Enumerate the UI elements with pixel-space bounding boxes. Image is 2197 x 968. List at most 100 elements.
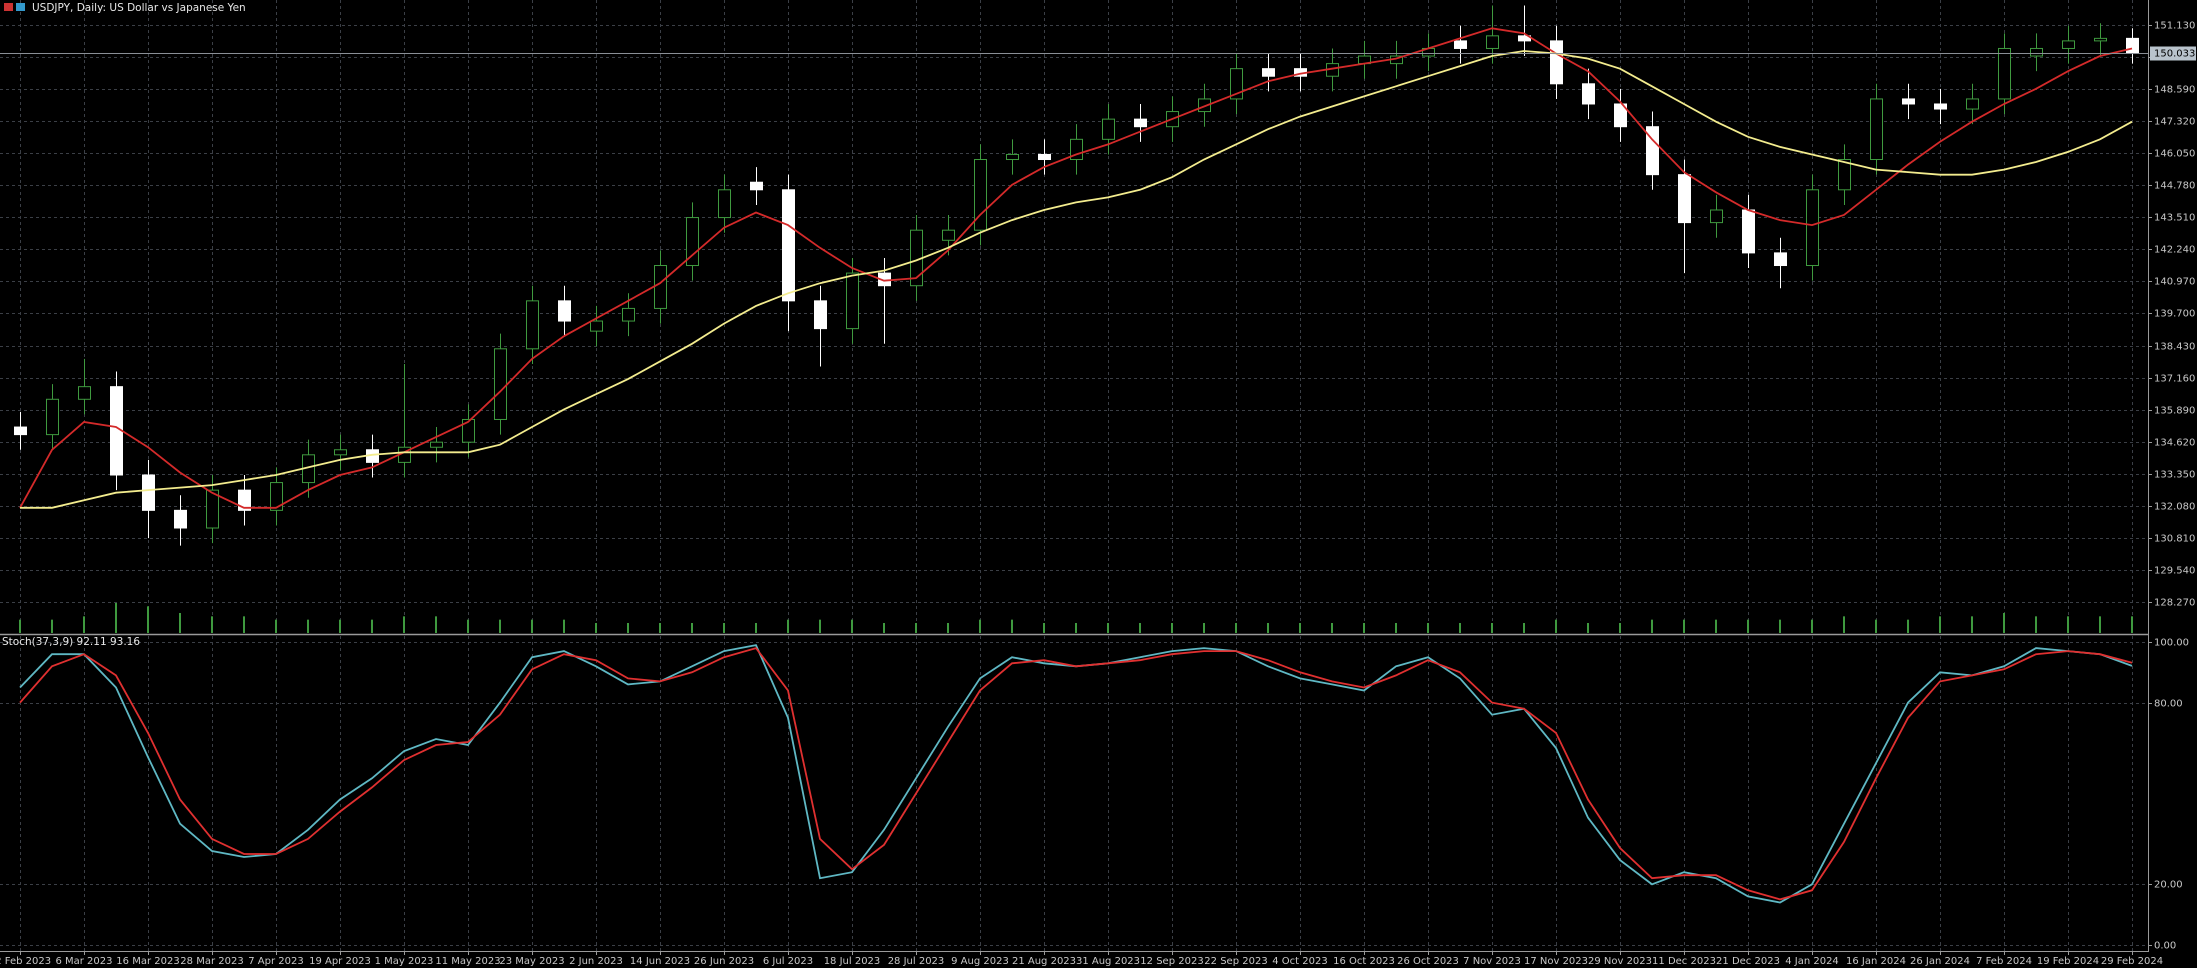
volume-bar — [883, 623, 885, 633]
volume-bar — [2099, 616, 2101, 633]
candle-body — [590, 320, 603, 332]
current-price-box — [2150, 46, 2196, 61]
candle-body — [238, 489, 251, 511]
candle-body — [1934, 103, 1947, 110]
volume-bar — [1939, 616, 1941, 633]
y-tick-label: 0.00 — [2154, 941, 2176, 952]
volume-bar — [531, 619, 533, 633]
volume-bar — [819, 619, 821, 633]
volume-bar — [1907, 619, 1909, 633]
candle-body — [430, 441, 443, 448]
volume-bar — [275, 619, 277, 633]
candle-body — [14, 426, 27, 436]
x-tick-label: 31 Aug 2023 — [1076, 956, 1140, 967]
volume-bar — [1715, 619, 1717, 633]
volume-bar — [1875, 619, 1877, 633]
marks-layer — [0, 5, 2148, 904]
volume-bar — [595, 623, 597, 633]
candle-body — [1902, 98, 1915, 105]
x-tick-label: 16 Mar 2023 — [116, 956, 179, 967]
stoch-line — [19, 647, 2133, 901]
grid-layer — [0, 0, 2148, 951]
y-tick-label: 138.430 — [2154, 342, 2195, 353]
volume-bar — [1331, 623, 1333, 633]
y-tick-label: 133.350 — [2154, 470, 2195, 481]
volume-bar — [1491, 623, 1493, 633]
x-tick-label: 29 Nov 2023 — [1588, 956, 1652, 967]
x-tick-label: 7 Feb 2024 — [1976, 956, 2032, 967]
y-tick-label: 20.00 — [2154, 880, 2183, 891]
candle-body — [2062, 40, 2075, 49]
candle-body — [558, 300, 571, 322]
volume-bar — [467, 619, 469, 633]
y-tick-label: 142.240 — [2154, 245, 2195, 256]
x-tick-label: 17 Nov 2023 — [1524, 956, 1588, 967]
candle-body — [782, 189, 795, 302]
candle-body — [1774, 252, 1787, 267]
volume-bar — [435, 616, 437, 633]
candle-body — [1454, 40, 1467, 49]
current-price-label: 150.033 — [2154, 49, 2195, 60]
icon — [16, 3, 25, 11]
candle-body — [2094, 37, 2107, 42]
moving-average-line — [19, 27, 2133, 509]
volume-bar — [1043, 623, 1045, 633]
candle-body — [142, 474, 155, 511]
candle-body — [526, 300, 539, 350]
volume-bar — [1075, 623, 1077, 633]
volume-bar — [1235, 623, 1237, 633]
candle-body — [206, 489, 219, 529]
volume-bar — [499, 619, 501, 633]
x-tick-label: 18 Jul 2023 — [824, 956, 881, 967]
x-tick-label: 6 Mar 2023 — [55, 956, 112, 967]
candle-body — [1870, 98, 1883, 161]
x-tick-label: 7 Nov 2023 — [1463, 956, 1521, 967]
x-tick-label: 6 Jul 2023 — [763, 956, 813, 967]
candle-body — [814, 300, 827, 330]
candle-body — [942, 229, 955, 241]
x-tick-label: 19 Feb 2024 — [2037, 956, 2099, 967]
x-tick-label: 26 Jun 2023 — [694, 956, 754, 967]
candle-body — [1102, 118, 1115, 140]
y-tick-label: 140.970 — [2154, 277, 2195, 288]
volume-bar — [1683, 619, 1685, 633]
x-tick-label: 4 Oct 2023 — [1272, 956, 1327, 967]
candle-body — [750, 181, 763, 191]
volume-bar — [659, 623, 661, 633]
x-tick-label: 1 May 2023 — [375, 956, 434, 967]
x-tick-label: 11 Dec 2023 — [1652, 956, 1716, 967]
candle-body — [846, 272, 859, 330]
volume-bar — [1971, 616, 1973, 633]
candle-body — [1614, 103, 1627, 128]
candle-body — [1742, 209, 1755, 254]
candle-body — [1998, 47, 2011, 100]
volume-bar — [1555, 619, 1557, 633]
volume-bar — [2035, 616, 2037, 633]
volume-bar — [307, 619, 309, 633]
moving-average-line — [20, 50, 2133, 509]
x-tick-label: 28 Mar 2023 — [180, 956, 243, 967]
volume-bar — [1011, 619, 1013, 633]
x-tick-label: 7 Apr 2023 — [248, 956, 303, 967]
candle-body — [1678, 174, 1691, 224]
y-tick-label: 151.130 — [2154, 21, 2195, 32]
candle-body — [78, 386, 91, 400]
candle-body — [494, 348, 507, 420]
x-tick-label: 22 Sep 2023 — [1204, 956, 1267, 967]
y-tick-label: 130.810 — [2154, 534, 2195, 545]
candle-body — [1006, 153, 1019, 161]
candle-body — [1838, 159, 1851, 191]
x-tick-label: 29 Feb 2024 — [2101, 956, 2163, 967]
x-tick-label: 12 Sep 2023 — [1140, 956, 1203, 967]
y-tick-label: 147.320 — [2154, 117, 2195, 128]
x-tick-label: 2 Jun 2023 — [569, 956, 623, 967]
volume-bar — [1203, 623, 1205, 633]
x-tick-label: 4 Jan 2024 — [1785, 956, 1839, 967]
candle-body — [2126, 37, 2139, 55]
volume-bar — [1619, 623, 1621, 633]
x-tick-label: 21 Aug 2023 — [1012, 956, 1076, 967]
volume-bar — [1843, 616, 1845, 633]
x-tick-label: 16 Oct 2023 — [1333, 956, 1395, 967]
